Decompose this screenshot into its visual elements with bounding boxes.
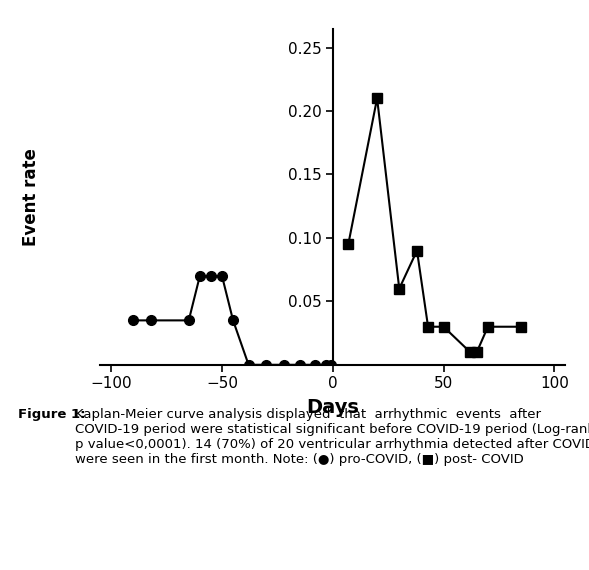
Text: Kaplan-Meier curve analysis displayed  that  arrhythmic  events  after
COVID-19 : Kaplan-Meier curve analysis displayed th… [75, 408, 589, 466]
X-axis label: Days: Days [306, 398, 359, 417]
Text: Figure 1:: Figure 1: [18, 408, 85, 421]
Y-axis label: Event rate: Event rate [22, 148, 39, 246]
